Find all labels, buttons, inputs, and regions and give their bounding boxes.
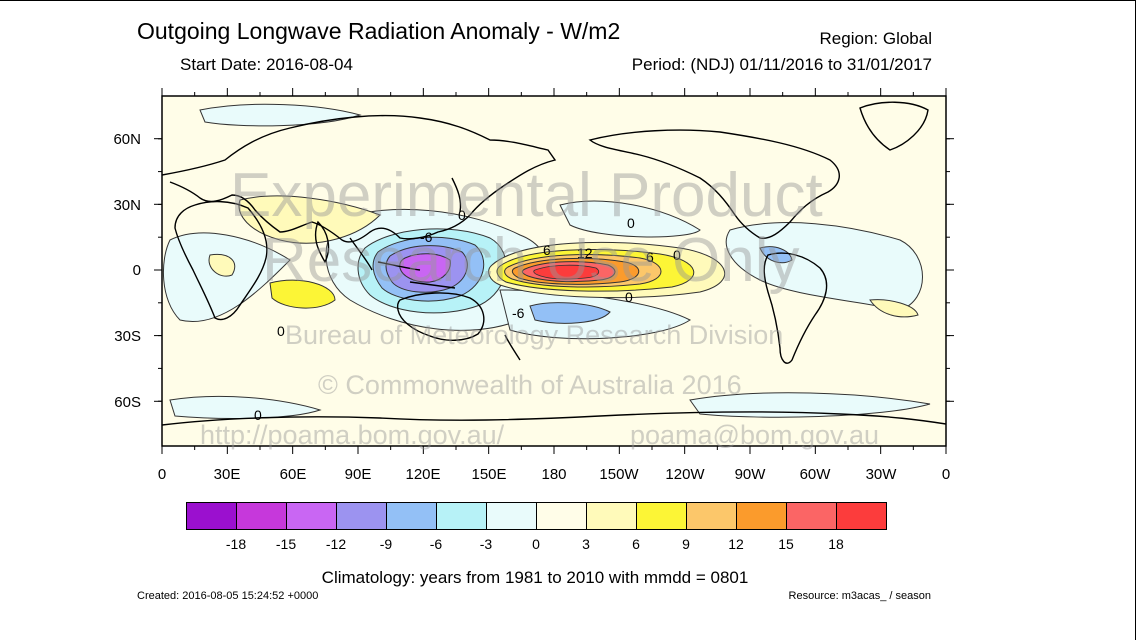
colorbar-swatch: [437, 503, 487, 529]
colorbar-label: 3: [582, 536, 590, 552]
colorbar-label: -6: [429, 536, 443, 552]
coastline-se-asia: [349, 237, 373, 271]
lon-label: 90W: [734, 466, 766, 483]
lat-label: 30N: [113, 197, 141, 214]
anomaly-region-pos-light: [269, 279, 336, 309]
coastline-greenland: [859, 101, 929, 151]
contour-label: 0: [277, 323, 285, 339]
coastline-india: [314, 220, 330, 264]
lon-label: 180: [541, 466, 567, 483]
lat-label: 60S: [114, 394, 141, 411]
anomaly-field: [162, 103, 931, 419]
lon-label: 30W: [865, 466, 897, 483]
coastlines: [162, 101, 946, 426]
contour-label: 12: [577, 245, 593, 261]
contour-label: 0: [627, 215, 635, 231]
colorbar-swatch: [837, 503, 886, 529]
lon-label: 60E: [279, 466, 307, 483]
colorbar-label: -9: [379, 536, 393, 552]
start-date-label: Start Date: 2016-08-04: [180, 55, 353, 74]
colorbar-label: 18: [828, 536, 844, 552]
axis-ticks: [154, 88, 954, 454]
lat-label: 30S: [114, 328, 141, 345]
colorbar-swatch: [537, 503, 587, 529]
coastline-south-america: [763, 252, 828, 364]
colorbar-swatch: [387, 503, 437, 529]
contour-label: -6: [420, 229, 433, 245]
coastline-australia: [396, 292, 485, 341]
anomaly-region-neg-light: [162, 232, 291, 322]
colorbar-label: -18: [225, 536, 247, 552]
colorbar-swatch: [637, 503, 687, 529]
anomaly-region-pos-core: [533, 264, 600, 280]
lon-label: 60W: [799, 466, 831, 483]
lon-label: 0: [157, 466, 167, 483]
contour-label: 0: [254, 407, 262, 423]
colorbar: [186, 502, 887, 530]
contour-label: -6: [512, 305, 525, 321]
colorbar-label: -3: [479, 536, 493, 552]
anomaly-region-neg-light: [169, 395, 322, 419]
colorbar-label: -12: [325, 536, 347, 552]
anomaly-region-neg-light: [689, 392, 931, 418]
coastline-japan: [451, 177, 462, 213]
created-timestamp: Created: 2016-08-05 15:24:52 +0000: [137, 590, 319, 602]
coastline-new-zealand: [504, 334, 521, 361]
colorbar-swatch: [487, 503, 537, 529]
resource-label: Resource: m3acas_ / season: [788, 590, 931, 602]
lon-label: 30E: [213, 466, 241, 483]
colorbar-label: 9: [682, 536, 690, 552]
coastline-africa: [174, 200, 268, 321]
colorbar-swatch: [337, 503, 387, 529]
colorbar-swatch: [237, 503, 287, 529]
contour-label: 0: [625, 289, 633, 305]
anomaly-region-neg-medium: [529, 302, 611, 324]
anomaly-region-neg-strong: [399, 253, 451, 283]
anomaly-region-neg-light: [559, 200, 701, 238]
coastline-europe-asia: [162, 114, 557, 243]
frame-top-line: [0, 0, 1136, 1]
colorbar-swatch: [587, 503, 637, 529]
climatology-note: Climatology: years from 1981 to 2010 wit…: [321, 568, 749, 587]
period-label: Period: (NDJ) 01/11/2016 to 31/01/2017: [631, 55, 932, 74]
contour-label: 0: [673, 247, 681, 263]
lat-label: 0: [132, 262, 141, 279]
colorbar-label: 15: [778, 536, 794, 552]
lon-label: 150W: [599, 466, 639, 483]
coastline-antarctica: [162, 411, 946, 426]
lon-label: 120E: [405, 466, 441, 483]
colorbar-label: 12: [728, 536, 744, 552]
anomaly-region-neg-light: [199, 103, 362, 127]
colorbar-label: -15: [275, 536, 297, 552]
colorbar-label: 0: [532, 536, 540, 552]
anomaly-region-pos-light: [208, 253, 236, 277]
contour-label: 6: [543, 242, 551, 258]
anomaly-region-neg-medium: [759, 246, 793, 264]
colorbar-swatch: [187, 503, 237, 529]
colorbar-swatch: [787, 503, 837, 529]
anomaly-region-pos-light: [238, 195, 381, 244]
anomaly-region-pos-light: [869, 299, 919, 318]
lon-label: 0: [941, 466, 951, 483]
colorbar-swatch: [737, 503, 787, 529]
lat-label: 60N: [113, 131, 141, 148]
colorbar-swatch: [687, 503, 737, 529]
lon-label: 90E: [344, 466, 372, 483]
contour-label: 6: [646, 249, 654, 265]
lon-label: 150E: [471, 466, 507, 483]
colorbar-swatch: [287, 503, 337, 529]
colorbar-label: 6: [632, 536, 640, 552]
lon-label: 120W: [665, 466, 705, 483]
region-label: Region: Global: [819, 29, 932, 48]
map-title: Outgoing Longwave Radiation Anomaly - W/…: [137, 18, 621, 44]
coastline-north-america: [588, 129, 840, 239]
coastline-indonesia: [377, 261, 456, 289]
contour-label: 0: [458, 207, 466, 223]
